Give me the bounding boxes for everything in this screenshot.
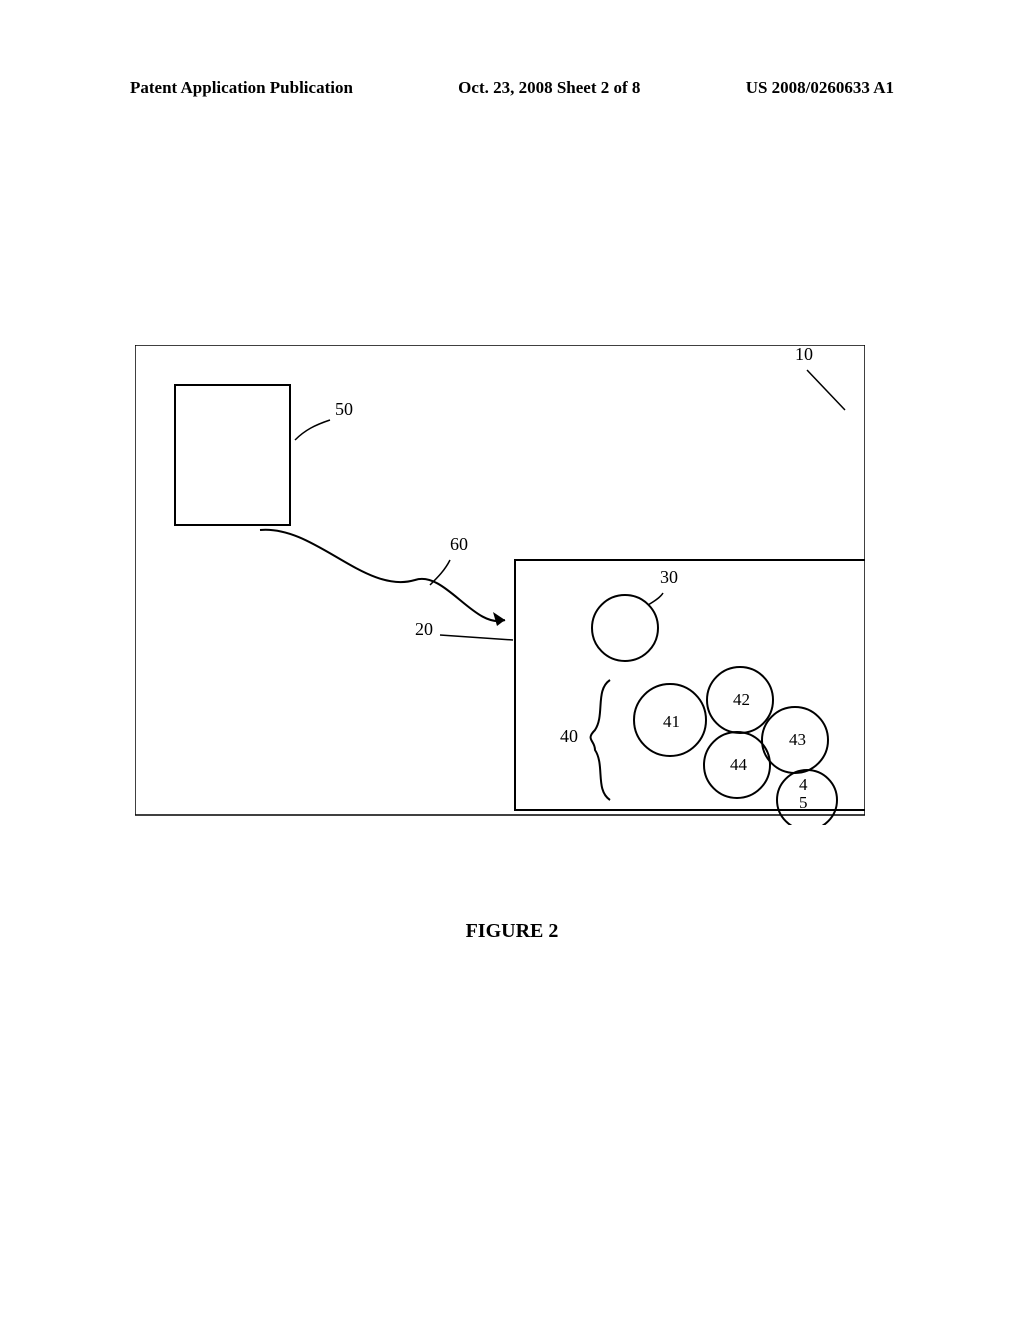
header-right: US 2008/0260633 A1: [746, 78, 894, 98]
leader-10: [807, 370, 845, 410]
leader-20: [440, 635, 513, 640]
label-40: 40: [560, 726, 578, 746]
leader-60: [430, 560, 450, 585]
header-center: Oct. 23, 2008 Sheet 2 of 8: [458, 78, 640, 98]
diagram-svg: 10 50 60 20 30 41 42 43 44 4 5 40: [135, 345, 865, 825]
label-20: 20: [415, 619, 433, 639]
box-10: [135, 345, 865, 815]
label-30: 30: [660, 567, 678, 587]
arrowhead-60: [493, 612, 505, 626]
brace-40: [591, 680, 610, 800]
label-41: 41: [663, 712, 680, 731]
box-50: [175, 385, 290, 525]
label-60: 60: [450, 534, 468, 554]
leader-50: [295, 420, 330, 440]
figure-diagram: 10 50 60 20 30 41 42 43 44 4 5 40: [135, 345, 865, 825]
page-header: Patent Application Publication Oct. 23, …: [0, 78, 1024, 98]
figure-caption: FIGURE 2: [0, 920, 1024, 943]
label-45b: 5: [799, 793, 808, 812]
label-42: 42: [733, 690, 750, 709]
label-50: 50: [335, 399, 353, 419]
label-10: 10: [795, 345, 813, 364]
label-44: 44: [730, 755, 748, 774]
box-20: [515, 560, 865, 810]
arrow-60: [260, 530, 505, 621]
header-left: Patent Application Publication: [130, 78, 353, 98]
label-43: 43: [789, 730, 806, 749]
leader-30: [648, 593, 663, 605]
label-45a: 4: [799, 775, 808, 794]
